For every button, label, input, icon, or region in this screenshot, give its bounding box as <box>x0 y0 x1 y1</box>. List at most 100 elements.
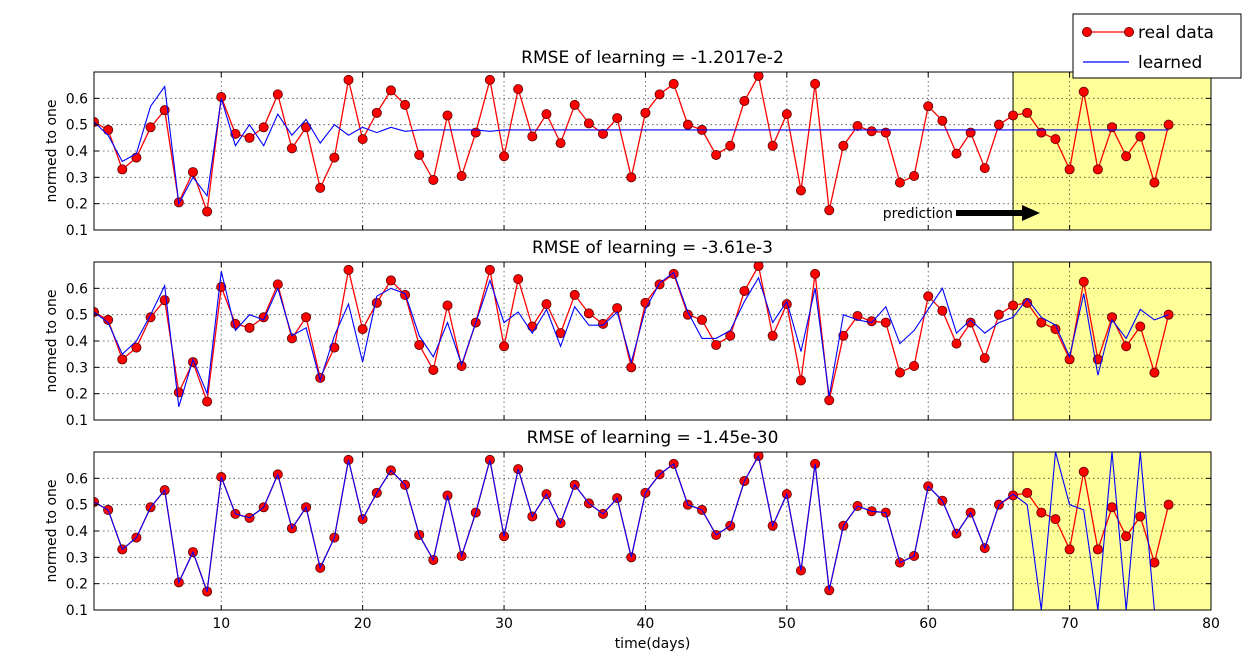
real-data-point <box>725 140 736 151</box>
real-data-point <box>824 205 835 216</box>
real-data-point <box>979 163 990 174</box>
x-axis-label: time(days) <box>615 636 691 652</box>
real-data-point <box>541 109 552 120</box>
y-tick-label: 0.4 <box>66 334 88 350</box>
real-data-point <box>880 127 891 138</box>
series-group <box>94 72 1174 217</box>
legend-box <box>1072 13 1242 79</box>
real-data-point <box>753 72 764 81</box>
real-data-point <box>654 89 665 100</box>
real-data-point <box>598 318 609 329</box>
real-data-point <box>371 297 382 308</box>
real-data-point <box>484 264 495 275</box>
real-data-point <box>739 95 750 106</box>
real-data-point <box>131 152 142 163</box>
real-data-point <box>428 364 439 375</box>
real-data-point <box>1022 107 1033 118</box>
real-data-point <box>965 317 976 328</box>
real-data-point <box>385 275 396 286</box>
real-data-point <box>626 172 637 183</box>
y-tick-label: 0.5 <box>66 498 88 514</box>
legend-real-marker <box>1124 26 1135 37</box>
real-data-point <box>852 120 863 131</box>
real-data-point <box>682 119 693 130</box>
y-axis-label: normed to one <box>44 289 60 392</box>
real-data-point <box>739 285 750 296</box>
series-group <box>94 452 1174 610</box>
series-learned-line <box>94 85 1169 206</box>
y-tick-label: 0.5 <box>66 308 88 324</box>
y-tick-label: 0.1 <box>66 413 88 429</box>
panel-title: RMSE of learning = -1.45e-30 <box>527 428 779 448</box>
real-data-point <box>1163 499 1174 510</box>
real-data-point <box>258 122 269 133</box>
y-tick-label: 0.4 <box>66 524 88 540</box>
real-data-point <box>923 291 934 302</box>
real-data-point <box>117 354 128 365</box>
legend-real-marker <box>1082 26 1093 37</box>
real-data-point <box>696 314 707 325</box>
real-data-point <box>513 274 524 285</box>
real-data-point <box>668 78 679 89</box>
real-data-point <box>484 74 495 85</box>
panel-1: 0.1 0.2 0.3 0.4 0.5 0.6 RMSE of learning = -1.… <box>44 48 1212 239</box>
x-tick-label: 30 <box>495 616 513 632</box>
real-data-point <box>1064 164 1075 175</box>
real-data-point <box>103 314 114 325</box>
prediction-annotation: prediction <box>883 206 953 222</box>
real-data-point <box>527 321 538 332</box>
real-data-point <box>1064 544 1075 555</box>
real-data-point <box>470 127 481 138</box>
real-data-point <box>1078 86 1089 97</box>
real-data-point <box>598 128 609 139</box>
real-data-point <box>1036 317 1047 328</box>
real-data-point <box>357 134 368 145</box>
real-data-point <box>1135 321 1146 332</box>
real-data-point <box>909 171 920 182</box>
real-data-point <box>1050 514 1061 525</box>
y-tick-label: 0.3 <box>66 360 88 376</box>
real-data-point <box>1121 531 1132 542</box>
real-data-point <box>909 361 920 372</box>
real-data-point <box>569 289 580 300</box>
real-data-point <box>1107 502 1118 513</box>
real-data-point <box>583 308 594 319</box>
real-data-point <box>1135 511 1146 522</box>
series-learned-line <box>94 452 1155 610</box>
real-data-point <box>527 131 538 142</box>
y-tick-label: 0.2 <box>66 387 88 403</box>
real-data-point <box>824 395 835 406</box>
real-data-point <box>1078 276 1089 287</box>
panel-3: 0.1 0.2 0.3 0.4 0.5 0.6 10 20 30 40 50 60 70 80 RMSE o… <box>44 428 1220 652</box>
y-tick-label: 0.3 <box>66 550 88 566</box>
real-data-point <box>795 375 806 386</box>
real-data-point <box>852 310 863 321</box>
x-tick-label: 20 <box>354 616 372 632</box>
real-data-point <box>866 316 877 327</box>
panel-title: RMSE of learning = -3.61e-3 <box>532 238 773 258</box>
y-tick-label: 0.6 <box>66 471 88 487</box>
real-data-point <box>1135 131 1146 142</box>
real-data-point <box>301 312 312 323</box>
y-tick-label: 0.1 <box>66 603 88 619</box>
real-data-point <box>753 262 764 271</box>
panel-title: RMSE of learning = -1.2017e-2 <box>521 48 784 68</box>
real-data-point <box>385 85 396 96</box>
real-data-point <box>1149 177 1160 188</box>
real-data-point <box>329 152 340 163</box>
real-data-point <box>202 396 213 407</box>
real-data-point <box>993 309 1004 320</box>
real-data-point <box>1022 487 1033 498</box>
real-data-point <box>272 89 283 100</box>
real-data-point <box>767 140 778 151</box>
real-data-point <box>428 174 439 185</box>
x-tick-label: 70 <box>1061 616 1079 632</box>
real-data-point <box>414 149 425 160</box>
real-data-point <box>993 119 1004 130</box>
series-real-line <box>94 264 1170 402</box>
real-data-point <box>1149 557 1160 568</box>
real-data-point <box>1050 134 1061 145</box>
real-data-point <box>1078 466 1089 477</box>
real-data-point <box>513 84 524 95</box>
